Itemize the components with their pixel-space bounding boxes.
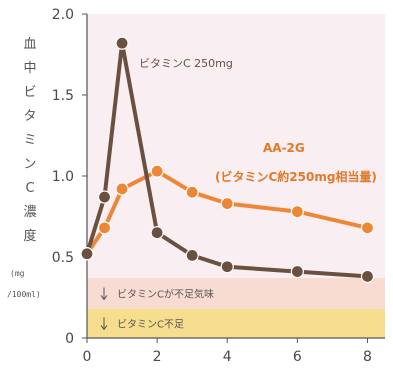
data-point-1 xyxy=(115,182,129,196)
data-point-0 xyxy=(80,247,94,261)
y-axis-title: 血中ビタミン C 濃度 xyxy=(23,37,36,244)
data-point-0 xyxy=(115,36,129,50)
series-label-aa2g-sub: (ビタミンC約250mg相当量) xyxy=(215,169,377,184)
y-tick-label: 1.5 xyxy=(52,88,74,104)
y-unit-line2: /100ml) xyxy=(7,290,41,299)
data-point-1 xyxy=(97,221,112,235)
band-arrow-head xyxy=(100,295,108,301)
data-point-0 xyxy=(185,248,199,262)
y-unit-line1: (mg xyxy=(10,269,25,278)
y-tick-label: 2.0 xyxy=(52,7,74,23)
data-point-1 xyxy=(360,221,375,235)
band-deficient xyxy=(87,308,385,338)
data-point-1 xyxy=(185,185,199,199)
x-tick-label: 8 xyxy=(363,349,372,365)
x-tick-label: 4 xyxy=(223,349,232,365)
x-tick-label: 0 xyxy=(83,349,92,365)
y-tick-label: 0 xyxy=(65,331,74,347)
data-point-0 xyxy=(220,260,234,274)
data-point-0 xyxy=(97,190,112,204)
data-point-1 xyxy=(150,164,164,178)
band-label: ビタミンC不足 xyxy=(117,318,184,330)
x-tick-label: 6 xyxy=(293,349,302,365)
series-line-1 xyxy=(85,169,370,256)
data-point-0 xyxy=(290,264,304,279)
x-tick-label: 2 xyxy=(153,349,162,365)
data-point-0 xyxy=(150,226,164,240)
series-line-0 xyxy=(85,41,370,279)
y-tick-label: 0.5 xyxy=(52,250,74,266)
series-label-vitc: ビタミンC 250mg xyxy=(139,57,233,70)
data-point-1 xyxy=(290,205,304,219)
band-label: ビタミンCが不足気味 xyxy=(117,287,214,300)
band-low xyxy=(87,278,385,309)
data-point-1 xyxy=(220,196,234,211)
data-point-0 xyxy=(360,269,375,284)
band-arrow-head xyxy=(100,325,108,331)
y-tick-label: 1.0 xyxy=(52,169,74,185)
series-label-aa2g: AA-2G xyxy=(263,141,305,155)
